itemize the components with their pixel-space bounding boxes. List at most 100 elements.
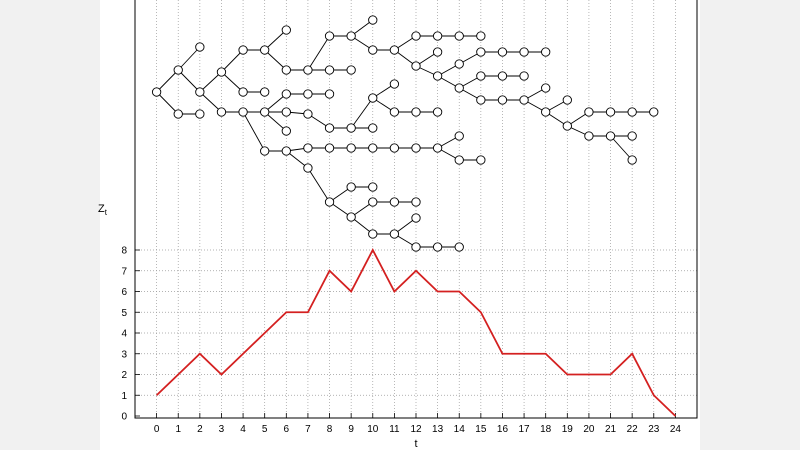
x-tick-label: 19 — [562, 424, 574, 435]
tree-node — [389, 107, 400, 117]
tree-node — [173, 65, 183, 75]
y-tick-label: 1 — [121, 391, 127, 402]
tree-node — [432, 31, 443, 41]
tree-node — [324, 89, 335, 99]
tree-node — [432, 107, 443, 117]
tree-node — [411, 61, 421, 71]
x-tick-label: 9 — [348, 424, 354, 435]
tree-node — [303, 89, 313, 99]
tree-edge — [156, 91, 179, 115]
x-tick-label: 10 — [367, 424, 379, 435]
tree-node — [281, 146, 291, 156]
tree-nodes — [151, 15, 659, 252]
tree-node — [281, 25, 291, 35]
x-tick-label: 4 — [240, 424, 246, 435]
tree-node — [411, 143, 421, 153]
tree-node — [216, 67, 227, 77]
tree-node — [454, 155, 464, 165]
tree-node — [346, 65, 356, 75]
x-axis-label: t — [414, 438, 417, 450]
x-tick-label: 3 — [219, 424, 225, 435]
tree-node — [260, 146, 270, 156]
tree-node — [605, 131, 616, 141]
tree-edge — [307, 167, 330, 203]
tree-node — [519, 71, 529, 81]
tree-node — [238, 107, 248, 117]
tree-node — [324, 65, 335, 75]
tree-node — [584, 107, 594, 117]
tree-node — [389, 197, 400, 207]
tree-node — [627, 107, 637, 117]
tree-node — [303, 163, 313, 173]
tree-node — [324, 197, 335, 207]
tree-node — [303, 65, 313, 75]
tree-node — [432, 47, 443, 57]
y-tick-label: 6 — [121, 287, 127, 298]
tree-node — [260, 45, 270, 55]
tree-node — [324, 143, 335, 153]
tree-node — [368, 182, 378, 192]
tree-edge — [264, 111, 287, 132]
y-tick-label: 0 — [121, 412, 127, 423]
tree-node — [281, 89, 291, 99]
x-tick-label: 14 — [454, 424, 466, 435]
tree-edge — [350, 97, 374, 129]
x-tick-label: 23 — [648, 424, 660, 435]
tree-node — [411, 242, 421, 252]
tree-node — [411, 197, 421, 207]
y-tick-label: 2 — [121, 370, 127, 381]
tree-node — [368, 123, 378, 133]
tree-node — [368, 197, 378, 207]
x-tick-label: 13 — [432, 424, 444, 435]
tree-edges — [156, 19, 654, 248]
tree-node — [454, 131, 464, 141]
x-tick-label: 11 — [389, 424, 400, 435]
x-tick-label: 21 — [605, 424, 617, 435]
tree-node — [389, 143, 400, 153]
tree-node — [476, 31, 486, 41]
tree-node — [238, 45, 248, 55]
tree-node — [303, 143, 313, 153]
tree-node — [411, 213, 421, 223]
tree-node — [476, 47, 486, 57]
tree-edge — [199, 71, 222, 93]
tree-node — [281, 65, 291, 75]
tree-node — [324, 31, 335, 41]
y-tick-labels: 0 1 2 3 4 5 6 7 8 — [121, 246, 127, 423]
tree-node — [368, 143, 378, 153]
tree-node — [195, 42, 205, 52]
tree-node — [281, 107, 291, 117]
tree-edge — [242, 111, 266, 152]
tree-node — [476, 155, 486, 165]
x-tick-label: 22 — [627, 424, 639, 435]
y-axis-label: Zt — [98, 203, 108, 217]
y-axis-label-subscript: t — [105, 208, 108, 217]
y-axis-label-main: Z — [98, 203, 105, 215]
x-tick-label: 24 — [670, 424, 682, 435]
tree-node — [476, 71, 486, 81]
tree-node — [454, 31, 464, 41]
x-tick-label: 0 — [154, 424, 160, 435]
tree-node — [389, 229, 400, 239]
tree-node — [454, 242, 464, 252]
x-tick-label: 12 — [410, 424, 422, 435]
tree-node — [497, 71, 508, 81]
y-tick-label: 7 — [121, 266, 127, 277]
tree-node — [454, 59, 464, 69]
x-tick-label: 18 — [540, 424, 552, 435]
x-tick-label: 8 — [327, 424, 333, 435]
tree-edge — [199, 91, 222, 113]
tree-node — [346, 212, 356, 222]
series-layer — [155, 248, 677, 417]
x-tick-label: 16 — [497, 424, 509, 435]
tree-node — [432, 71, 443, 81]
tree-node — [562, 121, 572, 131]
tree-node — [303, 109, 313, 119]
tree-node — [519, 47, 529, 57]
x-tick-label: 6 — [284, 424, 290, 435]
tree-node — [432, 143, 443, 153]
tree-node — [346, 143, 356, 153]
tree-node — [649, 107, 659, 117]
tree-node — [541, 107, 551, 117]
